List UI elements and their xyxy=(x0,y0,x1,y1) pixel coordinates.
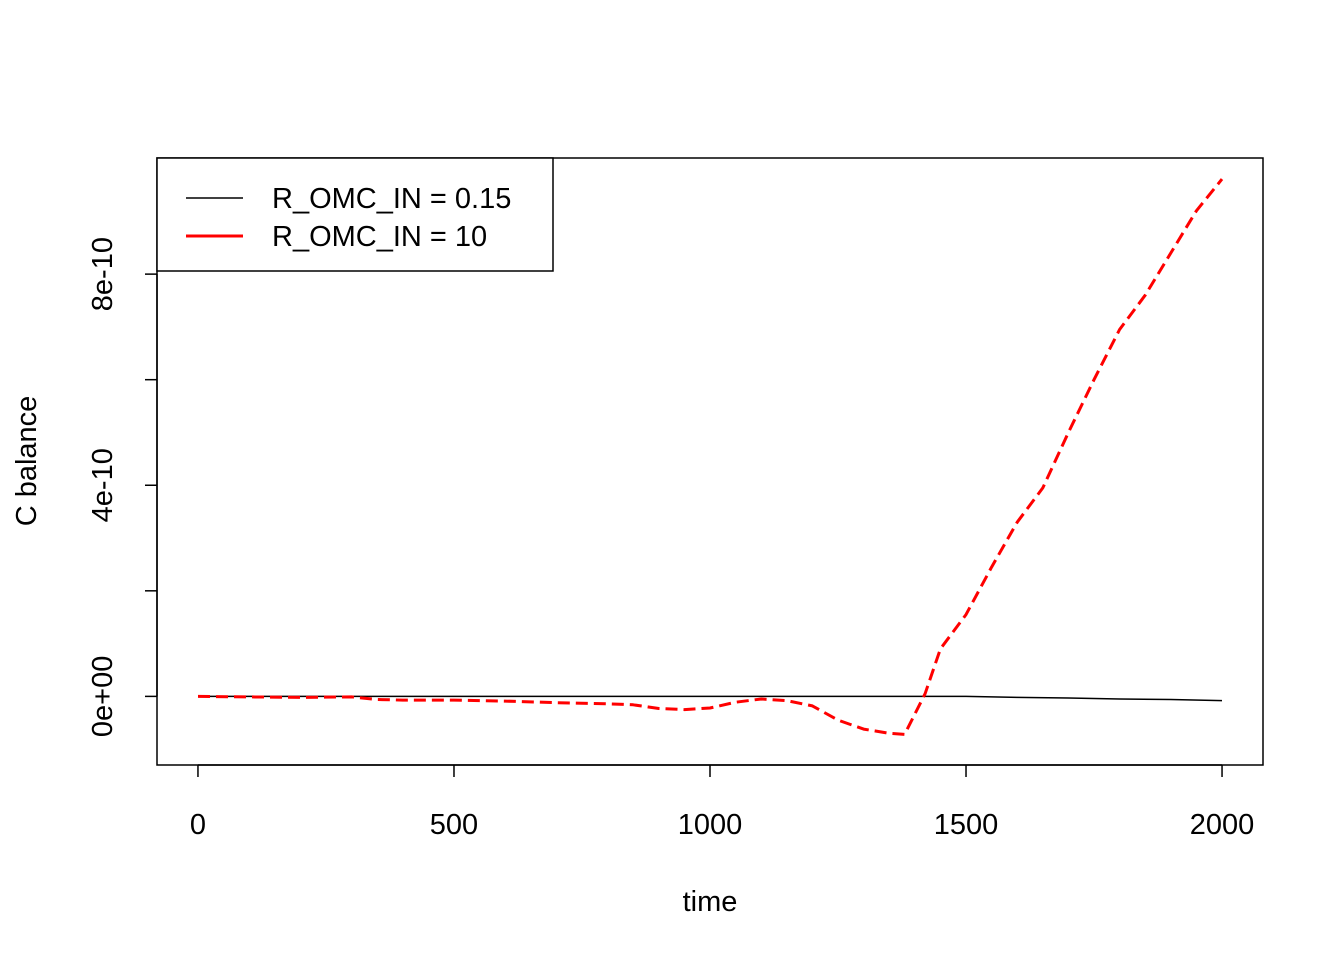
x-tick-label: 2000 xyxy=(1190,809,1255,841)
legend-label-series-1: R_OMC_IN = 0.15 xyxy=(272,183,511,215)
y-tick-label: 0e+00 xyxy=(87,656,119,737)
x-axis: 0 500 1000 1500 2000 xyxy=(190,764,1255,841)
x-tick-label: 1000 xyxy=(678,809,743,841)
x-tick-label: 500 xyxy=(430,809,478,841)
x-axis-title: time xyxy=(683,886,738,918)
y-axis-title: C balance xyxy=(11,396,43,527)
x-tick-label: 0 xyxy=(190,809,206,841)
series-line-1 xyxy=(198,695,1223,702)
series-layer xyxy=(197,178,1224,736)
y-axis: 0e+00 4e-10 8e-10 xyxy=(87,237,158,737)
legend-box xyxy=(156,157,554,272)
series-line-2 xyxy=(197,178,1224,736)
y-tick-label: 8e-10 xyxy=(87,237,119,311)
y-tick-label: 4e-10 xyxy=(87,448,119,522)
legend-label-series-2: R_OMC_IN = 10 xyxy=(272,221,487,253)
legend: R_OMC_IN = 0.15 R_OMC_IN = 10 xyxy=(156,157,554,272)
x-tick-label: 1500 xyxy=(934,809,999,841)
